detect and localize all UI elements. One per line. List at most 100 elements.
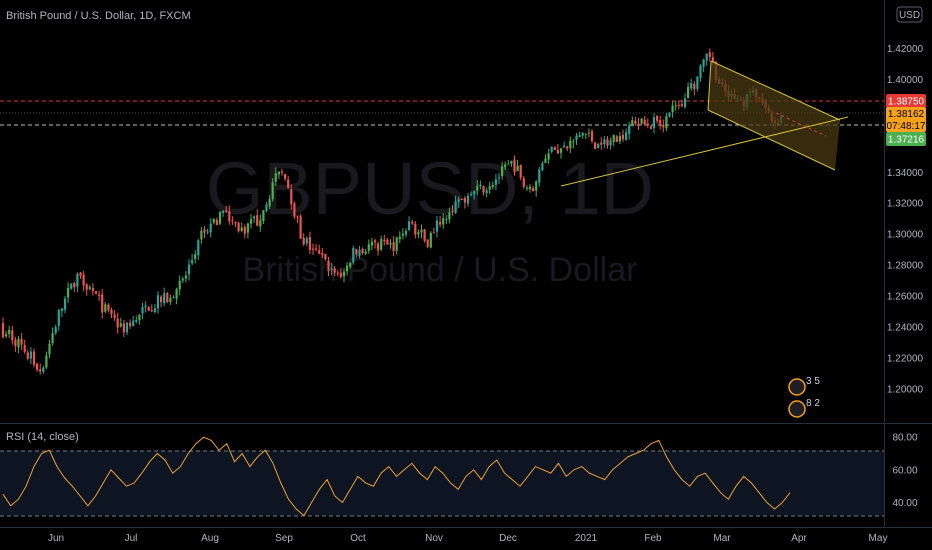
currency-button[interactable]: USD [896, 6, 923, 23]
candle-body [448, 212, 451, 220]
candle-body [138, 314, 141, 321]
candle-body [677, 104, 680, 106]
rsi-tick-label: 60.00 [892, 465, 917, 476]
candle-body [470, 194, 473, 196]
candle-body [429, 232, 432, 248]
candle-body [519, 164, 522, 178]
candle-body [274, 173, 277, 182]
candle-body [442, 218, 445, 225]
time-tick-label: Apr [791, 533, 807, 544]
rsi-layer [2, 436, 791, 517]
candle-body [212, 218, 215, 223]
price-tick-label: 1.40000 [887, 75, 924, 86]
candle-body [98, 294, 101, 296]
candle-body [39, 369, 42, 372]
candle-body [451, 211, 454, 213]
candle-body [225, 210, 228, 212]
price-tick-label: 1.24000 [887, 322, 924, 333]
candle-body [197, 240, 200, 256]
candle-body [129, 322, 132, 326]
candle-body [662, 124, 665, 128]
flag-us-icon [788, 378, 806, 396]
candle-body [373, 240, 377, 243]
candle-body [377, 243, 380, 251]
candle-body [256, 215, 259, 226]
candle-body [408, 221, 411, 231]
candle-body [411, 221, 414, 224]
candle-body [513, 159, 516, 173]
rsi-title: RSI (14, close) [6, 431, 79, 443]
candle-body [20, 338, 23, 345]
candle-body [116, 318, 119, 328]
candle-body [466, 195, 470, 204]
candle-body [439, 222, 442, 225]
candle-body [11, 330, 14, 341]
time-tick-label: Jun [48, 533, 64, 544]
candle-body [566, 146, 569, 149]
candle-body [389, 242, 392, 245]
candle-body [516, 165, 519, 171]
event-badges[interactable]: 3 5 8 2 [788, 376, 820, 418]
candle-body [79, 272, 82, 276]
time-tick-label: 2021 [575, 533, 598, 544]
candle-body [550, 146, 553, 152]
candle-body [699, 65, 702, 78]
candle-body [321, 253, 324, 256]
candle-body [156, 295, 160, 309]
candle-body [290, 189, 293, 205]
candle-body [618, 136, 621, 142]
channel-drawing [560, 60, 849, 187]
candle-body [172, 297, 175, 299]
time-tick-label: Nov [425, 533, 443, 544]
candle-body [355, 249, 358, 255]
candle-body [445, 218, 448, 220]
candle-body [361, 249, 364, 253]
time-axis[interactable]: Jun Jul Aug Sep Oct Nov Dec 2021 Feb Mar Apr May [48, 533, 888, 544]
price-tags: 1.38750 1.38162 07:48:17 1.37216 [886, 94, 926, 146]
time-tick-label: Feb [644, 533, 662, 544]
candle-body [621, 134, 625, 140]
candle-body [175, 289, 178, 299]
candle-body [659, 119, 662, 124]
currency-button-box [896, 6, 923, 23]
support-tag-text: 1.37216 [888, 135, 925, 146]
candle-body [485, 190, 488, 194]
candle-body [367, 244, 370, 251]
candle-body [305, 238, 308, 244]
candle-body [504, 164, 507, 168]
candle-body [184, 275, 187, 279]
candle-body [253, 216, 256, 219]
candle-body [584, 133, 587, 135]
time-tick-label: May [869, 533, 888, 544]
rsi-axis[interactable]: 40.00 60.00 80.00 [892, 433, 917, 509]
candle-body [597, 143, 600, 149]
candle-body [643, 119, 646, 124]
candle-body [687, 86, 690, 98]
event-badge-2[interactable]: 8 2 [788, 398, 820, 418]
candle-body [231, 220, 234, 222]
candle-body [150, 310, 153, 312]
candle-body [48, 343, 51, 355]
candle-body [482, 185, 485, 193]
candle-body [702, 59, 705, 67]
candle-body [432, 232, 435, 234]
candle-body [228, 211, 231, 222]
candle-body [417, 232, 420, 235]
countdown-tag-text: 07:48:17 [887, 121, 926, 132]
candle-body [547, 153, 550, 160]
candle-body [637, 124, 640, 126]
candle-body [191, 260, 194, 264]
watermark-ticker: GBPUSD, 1D [206, 147, 654, 230]
candle-body [404, 230, 408, 235]
price-tick-label: 1.28000 [887, 261, 924, 272]
candle-body [501, 166, 504, 177]
candle-body [296, 215, 299, 217]
candle-body [237, 222, 240, 232]
candle-body [287, 179, 290, 188]
price-tick-label: 1.42000 [887, 44, 924, 55]
candle-body [457, 199, 460, 202]
price-tick-label: 1.34000 [887, 168, 924, 179]
candle-body [308, 237, 311, 250]
channel-bottom-line [707, 109, 836, 171]
event-badge-1[interactable]: 3 5 [788, 376, 820, 396]
